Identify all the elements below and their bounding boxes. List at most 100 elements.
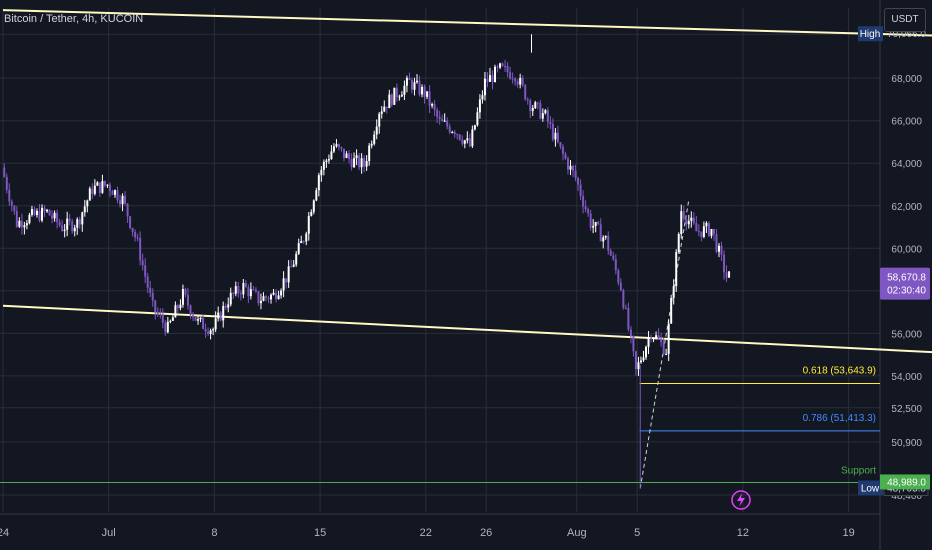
candle-body [285,278,288,283]
candle-body [353,158,356,168]
support-price-value: 48,989.0 [887,477,926,488]
candle-body [499,63,502,68]
candle-body [431,104,434,106]
candle-body [156,312,159,315]
candle-body [300,240,303,244]
y-tick-label: 56,000 [891,329,922,340]
fib-label: 0.786 (51,413.3) [803,413,876,424]
candle-body [66,218,69,230]
candle-body [728,271,731,278]
candle-body [126,203,129,217]
candle-body [93,185,96,194]
y-tick-label: 60,000 [891,244,922,255]
candle-body [375,126,378,135]
candle-body [478,99,481,113]
candle-body [38,210,41,221]
candle-body [481,95,484,100]
candle-body [121,195,124,205]
candle-body [524,84,527,100]
candle-body [423,86,426,97]
candle-body [529,100,532,112]
candle-body [504,65,507,67]
candle-body [252,289,255,291]
candle-body [486,78,489,82]
candle-body [134,232,137,238]
lightning-icon[interactable] [731,490,751,510]
candle-body [101,181,104,193]
candle-body [473,125,476,130]
candle-body [717,245,720,252]
candle-body [116,190,119,201]
candle-body [33,209,36,215]
candle-body [13,205,16,212]
last-price-tag [880,267,930,300]
candle-body [607,235,610,251]
candle-body [660,338,663,343]
candle-body [725,272,728,278]
last-price-countdown: 02:30:40 [887,286,926,297]
candle-body [96,182,99,186]
candle-body [458,134,461,140]
candle-body [192,315,195,318]
candle-body [242,282,245,295]
candle-body [393,87,396,105]
candle-body [463,140,466,144]
candle-body [51,215,54,219]
candle-body [244,282,247,288]
candle-body [149,287,152,293]
last-price-value: 58,670.8 [887,273,926,284]
candle-body [159,314,162,316]
y-tick-label: 64,000 [891,159,922,170]
candle-body [229,292,232,305]
candle-body [91,188,94,194]
candle-body [174,305,177,318]
candle-body [310,211,313,216]
y-tick-label: 68,000 [891,74,922,85]
candle-body [577,178,580,185]
candle-body [186,294,189,306]
candle-body [46,209,49,212]
candle-body [471,129,474,147]
candle-body [98,182,101,193]
candle-body [418,80,421,95]
low-label: Low [861,483,880,494]
candle-body [488,75,491,82]
candle-body [5,176,8,190]
x-tick-label: 22 [420,527,432,539]
candle-body [53,212,56,219]
candle-body [476,112,479,126]
candle-body [604,235,607,238]
candle-body [171,317,174,321]
candle-body [645,346,648,358]
candle-body [574,170,577,179]
candle-body [672,286,675,298]
candle-body [720,245,723,255]
candle-body [202,317,205,329]
candle-body [491,75,494,83]
candle-body [61,225,64,231]
candle-body [129,216,132,228]
candle-body [76,219,79,228]
candle-body [139,238,142,261]
candle-body [629,329,632,337]
currency-button[interactable]: USDT [884,8,926,32]
candle-body [448,126,451,133]
support-label: Support [841,465,876,476]
candle-body [212,329,215,331]
candle-body [441,119,444,122]
candle-body [383,106,386,112]
candle-body [554,132,557,140]
candle-body [264,296,267,298]
candle-body [514,78,517,82]
candle-body [516,81,519,85]
candle-body [619,282,622,291]
candle-body [320,169,323,176]
candle-body [307,215,310,234]
candle-body [594,222,597,227]
candle-body [315,190,318,201]
candle-body [358,155,361,168]
candle-body [380,111,383,114]
candle-body [536,102,539,104]
